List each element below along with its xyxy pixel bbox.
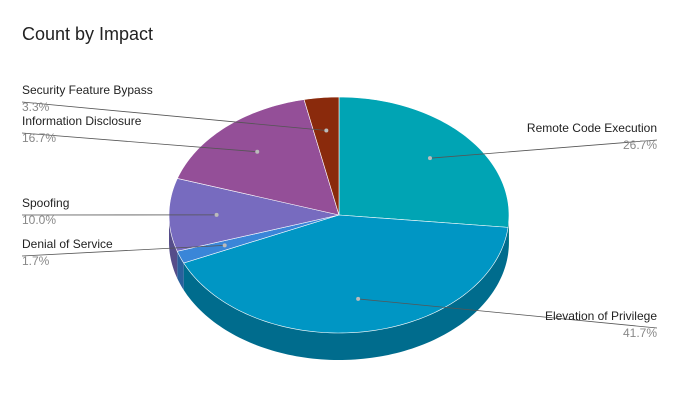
leader-line [358, 298, 658, 329]
leader-dot [324, 128, 329, 133]
leader-line [21, 101, 327, 131]
leader-dot [356, 296, 361, 301]
leader-dot [214, 212, 219, 217]
value-label: 3.3% [22, 100, 50, 114]
slice [338, 96, 510, 228]
leader-line [21, 132, 258, 153]
value-label: 1.7% [22, 254, 50, 268]
value-label: 16.7% [22, 131, 56, 145]
category-label: Elevation of Privilege [545, 309, 657, 323]
value-label: 10.0% [22, 213, 56, 227]
category-label: Information Disclosure [22, 114, 142, 128]
chart-title: Count by Impact [22, 24, 153, 44]
value-label: 41.7% [623, 326, 657, 340]
slice [176, 99, 340, 216]
leader-dot [255, 149, 260, 154]
leader-dot [222, 243, 227, 248]
category-label: Remote Code Execution [527, 121, 657, 135]
leader-line [429, 139, 658, 159]
slice [303, 96, 340, 216]
category-label: Denial of Service [22, 237, 113, 251]
slice [183, 214, 509, 334]
leader-dot [427, 156, 432, 161]
value-label: 26.7% [623, 138, 657, 152]
slice-side [508, 215, 509, 255]
category-label: Spoofing [22, 196, 69, 210]
slice-side [183, 227, 509, 360]
category-label: Security Feature Bypass [22, 83, 153, 97]
slice [176, 214, 340, 264]
slice-side [169, 215, 178, 279]
leader-line [21, 244, 225, 257]
